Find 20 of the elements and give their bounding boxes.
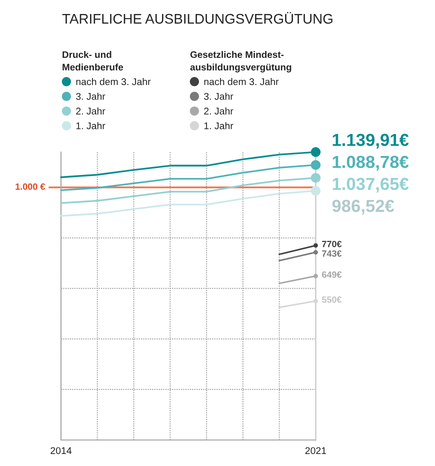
legend-label: 3. Jahr xyxy=(204,92,234,100)
data-label: 1.139,91€ xyxy=(332,134,409,149)
data-label: 1.037,65€ xyxy=(332,178,409,193)
data-label: 770€ xyxy=(322,240,342,248)
data-label: 1.088,78€ xyxy=(332,156,409,171)
data-label: 986,52€ xyxy=(332,200,394,215)
legend-label: 1. Jahr xyxy=(76,122,106,130)
ref-line-label: 1.000 € xyxy=(16,183,46,190)
data-label: 550€ xyxy=(322,296,342,303)
x-tick-label: 2021 xyxy=(305,447,326,454)
legend-label: nach dem 3. Jahr xyxy=(204,78,279,86)
legend-label: 3. Jahr xyxy=(76,92,106,100)
data-label: 649€ xyxy=(322,271,342,278)
chart-title: TARIFLICHE AUSBILDUNGSVERGÜTUNG xyxy=(62,12,332,24)
legend-label: 2. Jahr xyxy=(76,107,106,115)
data-label: 743€ xyxy=(322,250,342,257)
legend-label: 1. Jahr xyxy=(204,122,234,130)
x-tick-label: 2014 xyxy=(50,447,72,454)
legend-label: nach dem 3. Jahr xyxy=(76,78,151,86)
legend-label: 2. Jahr xyxy=(204,107,234,115)
